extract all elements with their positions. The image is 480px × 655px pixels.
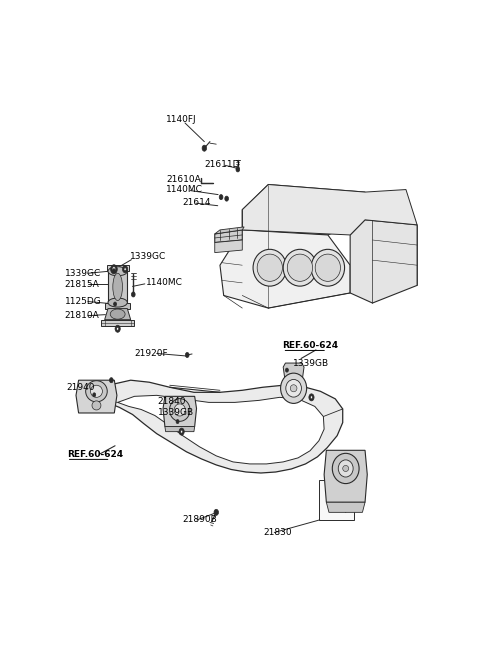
Circle shape bbox=[112, 269, 115, 272]
Ellipse shape bbox=[257, 254, 282, 282]
Text: 21840: 21840 bbox=[157, 397, 186, 406]
Polygon shape bbox=[163, 396, 196, 426]
Polygon shape bbox=[105, 303, 130, 309]
Text: 1339GB: 1339GB bbox=[293, 359, 329, 368]
Circle shape bbox=[124, 268, 126, 271]
Text: 1339GC: 1339GC bbox=[130, 252, 166, 261]
Ellipse shape bbox=[311, 250, 345, 286]
Ellipse shape bbox=[290, 384, 297, 392]
Polygon shape bbox=[220, 230, 350, 308]
Polygon shape bbox=[105, 309, 131, 320]
Ellipse shape bbox=[332, 453, 359, 483]
Circle shape bbox=[117, 328, 119, 330]
Ellipse shape bbox=[253, 250, 287, 286]
Text: 21611D: 21611D bbox=[204, 160, 240, 169]
Text: 21920F: 21920F bbox=[134, 349, 168, 358]
Ellipse shape bbox=[92, 401, 101, 410]
Polygon shape bbox=[118, 396, 324, 464]
Ellipse shape bbox=[281, 373, 307, 403]
Ellipse shape bbox=[108, 267, 127, 276]
Circle shape bbox=[114, 302, 117, 306]
Circle shape bbox=[112, 267, 116, 272]
Polygon shape bbox=[108, 271, 127, 303]
Polygon shape bbox=[215, 227, 244, 234]
Circle shape bbox=[93, 393, 96, 397]
Text: 21610A: 21610A bbox=[167, 175, 201, 184]
Text: REF.60-624: REF.60-624 bbox=[282, 341, 338, 350]
Ellipse shape bbox=[110, 309, 125, 319]
Text: 21940: 21940 bbox=[67, 383, 95, 392]
Circle shape bbox=[185, 352, 189, 358]
Ellipse shape bbox=[108, 298, 127, 307]
Ellipse shape bbox=[283, 250, 317, 286]
Circle shape bbox=[219, 195, 223, 200]
Circle shape bbox=[214, 510, 218, 515]
Polygon shape bbox=[215, 230, 242, 242]
Text: 1339GB: 1339GB bbox=[157, 408, 193, 417]
Circle shape bbox=[176, 420, 179, 424]
Ellipse shape bbox=[288, 254, 312, 282]
Ellipse shape bbox=[174, 404, 185, 416]
Circle shape bbox=[286, 368, 288, 372]
Circle shape bbox=[179, 428, 184, 435]
Circle shape bbox=[180, 430, 183, 433]
Ellipse shape bbox=[338, 460, 353, 477]
Polygon shape bbox=[319, 479, 354, 520]
Text: 21810A: 21810A bbox=[64, 311, 99, 320]
Polygon shape bbox=[350, 220, 417, 303]
Text: 21830: 21830 bbox=[263, 528, 292, 537]
Circle shape bbox=[110, 265, 117, 274]
Ellipse shape bbox=[85, 381, 107, 402]
Circle shape bbox=[309, 394, 314, 401]
Ellipse shape bbox=[91, 385, 102, 398]
Polygon shape bbox=[107, 265, 129, 271]
Circle shape bbox=[122, 266, 128, 272]
Polygon shape bbox=[76, 380, 117, 413]
Polygon shape bbox=[242, 185, 417, 235]
Circle shape bbox=[225, 196, 228, 201]
Polygon shape bbox=[324, 450, 367, 502]
Circle shape bbox=[202, 145, 206, 151]
Polygon shape bbox=[283, 363, 304, 383]
Ellipse shape bbox=[343, 466, 348, 472]
Text: 1140MC: 1140MC bbox=[167, 185, 203, 194]
Circle shape bbox=[236, 167, 240, 172]
Text: 21890B: 21890B bbox=[182, 515, 217, 525]
Polygon shape bbox=[215, 240, 242, 253]
Ellipse shape bbox=[113, 273, 122, 301]
Ellipse shape bbox=[169, 399, 190, 421]
Text: 1339GC: 1339GC bbox=[64, 269, 101, 278]
Ellipse shape bbox=[286, 379, 301, 397]
Polygon shape bbox=[326, 502, 365, 512]
Circle shape bbox=[115, 326, 120, 332]
Text: 1125DG: 1125DG bbox=[64, 297, 101, 306]
Circle shape bbox=[132, 292, 135, 297]
Text: 21815A: 21815A bbox=[64, 280, 99, 289]
Text: 1140MC: 1140MC bbox=[145, 278, 182, 287]
Ellipse shape bbox=[315, 254, 340, 282]
Text: REF.60-624: REF.60-624 bbox=[67, 451, 123, 459]
Text: 21614: 21614 bbox=[183, 198, 211, 207]
Circle shape bbox=[311, 396, 312, 399]
Circle shape bbox=[109, 378, 113, 383]
Polygon shape bbox=[92, 380, 343, 473]
Polygon shape bbox=[101, 320, 134, 326]
Text: 1140FJ: 1140FJ bbox=[166, 115, 197, 124]
Polygon shape bbox=[165, 426, 195, 432]
Polygon shape bbox=[242, 185, 365, 235]
